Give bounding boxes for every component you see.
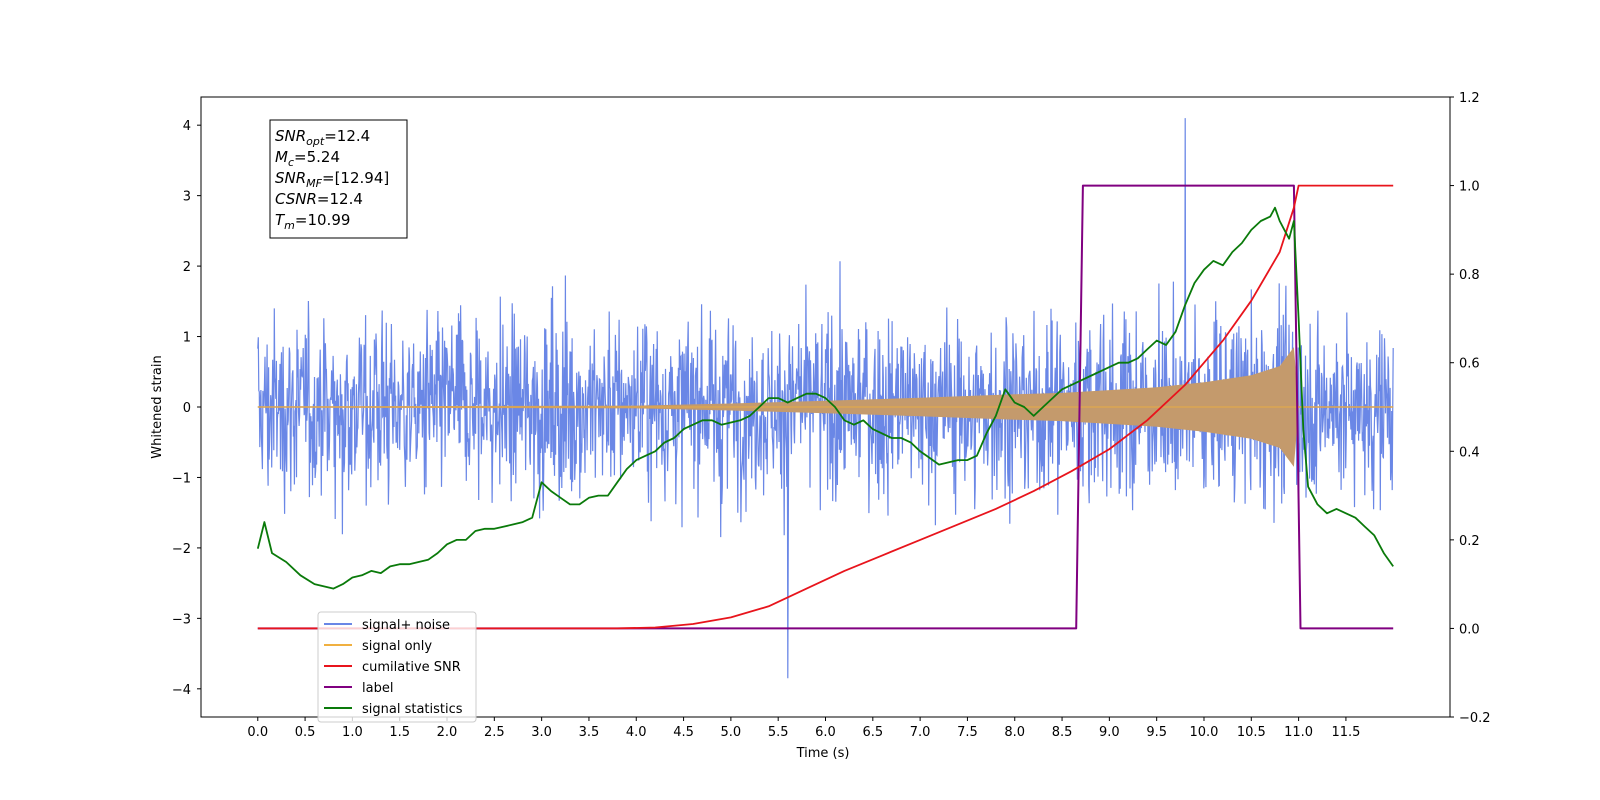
noise-series xyxy=(257,118,1394,679)
x-tick-label: 9.5 xyxy=(1146,725,1167,740)
legend-entry: cumilative SNR xyxy=(362,660,461,675)
y2-tick-label: −0.2 xyxy=(1459,711,1491,726)
x-tick-label: 6.5 xyxy=(862,725,883,740)
legend-entry: signal statistics xyxy=(362,702,463,717)
x-tick-label: 6.0 xyxy=(815,725,836,740)
line-series-group xyxy=(256,184,1394,630)
signal-statistics-line xyxy=(256,206,1394,590)
y2-tick-label: 1.2 xyxy=(1459,91,1480,106)
annotation-line: SNRopt=12.4 xyxy=(275,127,370,148)
annotation-line: Mc=5.24 xyxy=(275,148,340,169)
y2-tick-label: 0.0 xyxy=(1459,622,1480,637)
x-tick-label: 0.5 xyxy=(295,725,316,740)
x-axis-label: Time (s) xyxy=(796,746,850,761)
y-axis-label: Whitened strain xyxy=(150,355,165,458)
y2-tick-label: 0.2 xyxy=(1459,534,1480,549)
x-tick-label: 2.5 xyxy=(484,725,505,740)
x-tick-label: 7.0 xyxy=(910,725,931,740)
x-axis: 0.0 0.5 1.0 1.5 2.0 2.5 3.0 3.5 4.0 4.5 5.0 5.5 6.0 6… xyxy=(247,717,1360,740)
legend-frame xyxy=(317,611,477,723)
x-tick-label: 10.0 xyxy=(1190,725,1219,740)
y-tick-label: −3 xyxy=(172,612,191,627)
annotation-line: Tm=10.99 xyxy=(275,211,350,232)
noise-line xyxy=(257,118,1394,679)
y2-tick-label: 0.6 xyxy=(1459,357,1480,372)
y2-axis: 1.2 1.0 0.8 0.6 0.4 0.2 0.0 −0.2 xyxy=(1450,91,1491,726)
y-axis: 4 3 2 1 0 −1 −2 −3 −4 xyxy=(172,119,201,698)
cumulative-snr-line xyxy=(257,184,1394,630)
signal-only-series xyxy=(257,347,1394,467)
x-tick-label: 7.5 xyxy=(957,725,978,740)
y-tick-label: 4 xyxy=(183,119,191,134)
legend-entry: signal only xyxy=(362,639,432,654)
annotation-line: CSNR=12.4 xyxy=(275,190,363,208)
y-tick-label: 3 xyxy=(183,190,191,205)
annotation-line: SNRMF=[12.94] xyxy=(275,169,389,190)
x-tick-label: 11.5 xyxy=(1331,725,1360,740)
annotation-box: SNRopt=12.4Mc=5.24SNRMF=[12.94]CSNR=12.4… xyxy=(269,119,408,239)
x-tick-label: 1.5 xyxy=(389,725,410,740)
y2-tick-label: 1.0 xyxy=(1459,180,1480,195)
x-tick-label: 2.0 xyxy=(437,725,458,740)
x-tick-label: 11.0 xyxy=(1284,725,1313,740)
y-tick-label: −4 xyxy=(172,683,191,698)
x-tick-label: 5.0 xyxy=(721,725,742,740)
y2-tick-label: 0.8 xyxy=(1459,268,1480,283)
x-tick-label: 4.0 xyxy=(626,725,647,740)
x-tick-label: 5.5 xyxy=(768,725,789,740)
y-tick-label: 0 xyxy=(183,401,191,416)
y-tick-label: 2 xyxy=(183,260,191,275)
x-tick-label: 3.5 xyxy=(579,725,600,740)
y-tick-label: −1 xyxy=(172,471,191,486)
x-tick-label: 3.0 xyxy=(531,725,552,740)
label-line xyxy=(257,184,1394,630)
x-tick-label: 9.0 xyxy=(1099,725,1120,740)
x-tick-label: 1.0 xyxy=(342,725,363,740)
x-tick-label: 8.5 xyxy=(1052,725,1073,740)
x-tick-label: 8.0 xyxy=(1004,725,1025,740)
y-tick-label: 1 xyxy=(183,331,191,346)
legend-entry: label xyxy=(362,681,393,696)
legend-entry: signal+ noise xyxy=(362,618,450,633)
x-tick-label: 4.5 xyxy=(673,725,694,740)
legend: signal+ noise signal only cumilative SNR la… xyxy=(317,611,477,723)
x-tick-label: 10.5 xyxy=(1237,725,1266,740)
x-tick-label: 0.0 xyxy=(247,725,268,740)
annotation-frame xyxy=(269,119,408,239)
y2-tick-label: 0.4 xyxy=(1459,445,1480,460)
y-tick-label: −2 xyxy=(172,542,191,557)
